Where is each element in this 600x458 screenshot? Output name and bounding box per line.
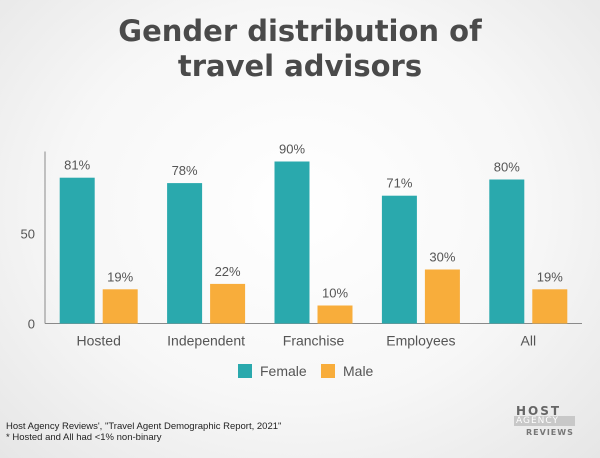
- legend-swatch-female: [238, 364, 252, 378]
- x-tick-label: Employees: [386, 333, 455, 349]
- bar-female: [167, 183, 203, 324]
- bar-male: [317, 305, 353, 324]
- legend-swatch-male: [321, 364, 335, 378]
- data-label-male: 22%: [215, 264, 241, 279]
- source-citation: Host Agency Reviews', "Travel Agent Demo…: [6, 421, 282, 432]
- bar-female: [59, 177, 95, 324]
- data-label-female: 71%: [386, 176, 412, 191]
- chart-title: Gender distribution of travel advisors: [0, 14, 600, 84]
- data-label-male: 30%: [429, 250, 455, 265]
- data-label-female: 80%: [494, 160, 520, 175]
- x-tick-label: Franchise: [283, 333, 345, 349]
- bar-male: [210, 283, 246, 324]
- chart-title-line-1: Gender distribution of: [118, 14, 482, 48]
- x-tick-label: Hosted: [77, 333, 121, 349]
- source-note: Host Agency Reviews', "Travel Agent Demo…: [6, 421, 281, 443]
- bar-male: [532, 289, 568, 324]
- bar-female: [381, 195, 417, 324]
- logo-text-agency: AGENCY: [514, 416, 576, 426]
- bar-male: [424, 269, 460, 324]
- legend-label-male: Male: [343, 363, 374, 379]
- x-tick-label: Independent: [167, 333, 245, 349]
- x-tick-label: All: [521, 333, 537, 349]
- chart-title-line-2: travel advisors: [177, 49, 423, 83]
- y-tick-label: 50: [21, 227, 35, 242]
- footnote: * Hosted and All had <1% non-binary: [6, 432, 162, 443]
- bar-female: [274, 161, 310, 324]
- y-tick-label: 0: [28, 317, 35, 332]
- data-label-male: 19%: [107, 269, 133, 284]
- data-label-male: 10%: [322, 286, 348, 301]
- bar-chart: 0 50 81% 19% Hosted 78% 22% Independent 90% 10% Fr…: [21, 142, 582, 379]
- bar-female: [489, 179, 525, 324]
- bar-male: [102, 289, 138, 324]
- data-label-male: 19%: [537, 269, 563, 284]
- legend-label-female: Female: [260, 363, 307, 379]
- data-label-female: 78%: [172, 163, 198, 178]
- logo-text-host: HOST: [516, 404, 562, 418]
- data-label-female: 81%: [64, 158, 90, 173]
- logo-text-reviews: REVIEWS: [526, 428, 574, 437]
- data-label-female: 90%: [279, 142, 305, 157]
- host-agency-reviews-logo: HOST AGENCY REVIEWS: [500, 402, 590, 444]
